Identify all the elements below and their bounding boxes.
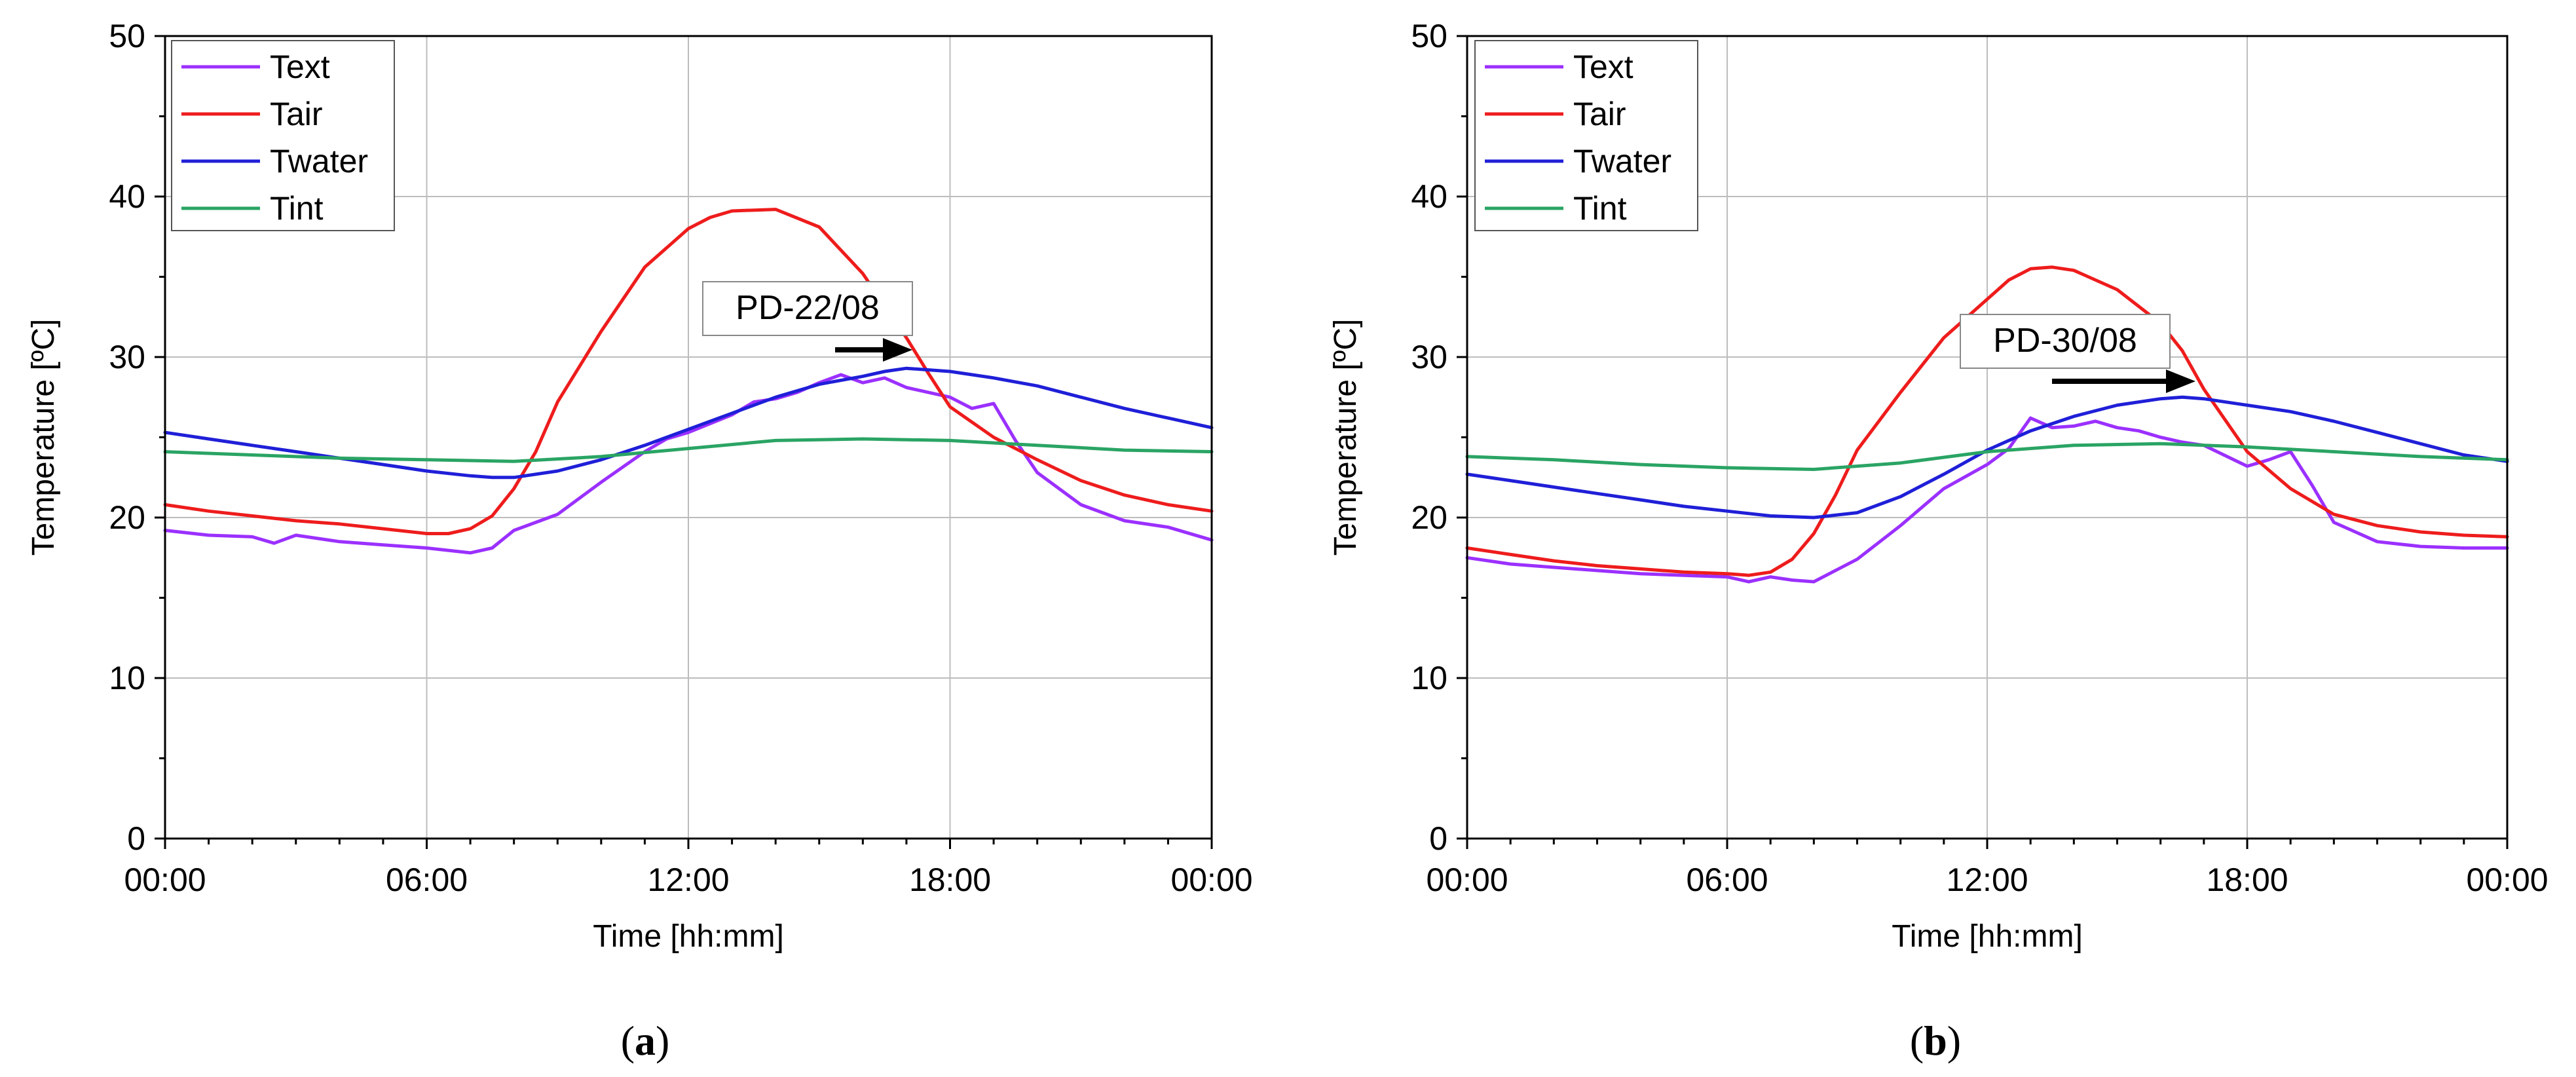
legend-label: Text [1573, 48, 1633, 85]
series-group [1465, 265, 2509, 584]
x-tick-label: 12:00 [647, 861, 729, 898]
y-tick-label: 10 [1411, 660, 1447, 696]
y-tick-label: 40 [1411, 178, 1447, 215]
x-tick-label: 00:00 [1426, 861, 1508, 898]
annotation-label: PD-22/08 [736, 289, 880, 327]
y-axis-title: Temperature [ºC] [26, 319, 61, 556]
panel-caption: (a) [621, 1017, 670, 1064]
x-tick-label: 06:00 [1686, 861, 1768, 898]
x-tick-label: 00:00 [2466, 861, 2548, 898]
panel-caption: (b) [1910, 1017, 1961, 1064]
x-tick-label: 12:00 [1946, 861, 2028, 898]
annotation-label: PD-30/08 [1993, 322, 2137, 360]
chart-panel-a: 00:00 06:00 12:00 18:00 00:00 0 10 20 30 40 50 Time… [26, 18, 1253, 1064]
series-line-tair [163, 208, 1214, 535]
y-axis-title: Temperature [ºC] [1328, 319, 1363, 556]
legend-label: Tair [270, 96, 323, 132]
series-line-tint [1465, 442, 2509, 471]
x-tick-label: 00:00 [124, 861, 206, 898]
legend-label: Text [270, 48, 330, 85]
x-axis-title: Time [hh:mm] [593, 919, 784, 954]
annotation-box [702, 281, 913, 336]
y-tick-label: 30 [109, 339, 145, 375]
y-tick-label: 50 [109, 18, 145, 54]
legend: Text Tair Twater Tint [171, 40, 395, 231]
legend-label: Twater [1573, 143, 1671, 180]
series-group [163, 208, 1214, 555]
y-tick-label: 30 [1411, 339, 1447, 375]
x-tick-label: 18:00 [909, 861, 991, 898]
chart-panel-b: 00:00 06:00 12:00 18:00 00:00 0 10 20 30 40 50 Time… [1328, 18, 2548, 1064]
legend-label: Tint [270, 190, 324, 227]
series-line-twater [163, 366, 1214, 480]
arrow-head-icon [883, 338, 912, 362]
x-tick-label: 00:00 [1170, 861, 1252, 898]
y-tick-label: 20 [109, 499, 145, 536]
y-tick-label: 40 [109, 178, 145, 215]
legend: Text Tair Twater Tint [1474, 40, 1698, 231]
y-tick-label: 0 [127, 820, 145, 857]
x-tick-label: 06:00 [386, 861, 468, 898]
legend-box [1474, 40, 1698, 231]
annotation-box [1960, 314, 2171, 369]
x-tick-label: 18:00 [2206, 861, 2288, 898]
annotation: PD-30/08 [1960, 314, 2195, 393]
arrow-head-icon [2166, 369, 2195, 393]
series-line-twater [1465, 395, 2509, 520]
series-line-tint [163, 437, 1214, 463]
y-tick-label: 0 [1429, 820, 1447, 857]
x-axis-title: Time [hh:mm] [1892, 919, 2083, 954]
legend-label: Tint [1573, 190, 1627, 227]
y-tick-label: 10 [109, 660, 145, 696]
legend-box [171, 40, 395, 231]
y-tick-label: 20 [1411, 499, 1447, 536]
legend-label: Tair [1573, 96, 1626, 132]
annotation: PD-22/08 [702, 281, 913, 362]
series-line-tair [1465, 265, 2509, 577]
y-tick-label: 50 [1411, 18, 1447, 54]
legend-label: Twater [270, 143, 368, 180]
series-line-text [1465, 416, 2509, 584]
